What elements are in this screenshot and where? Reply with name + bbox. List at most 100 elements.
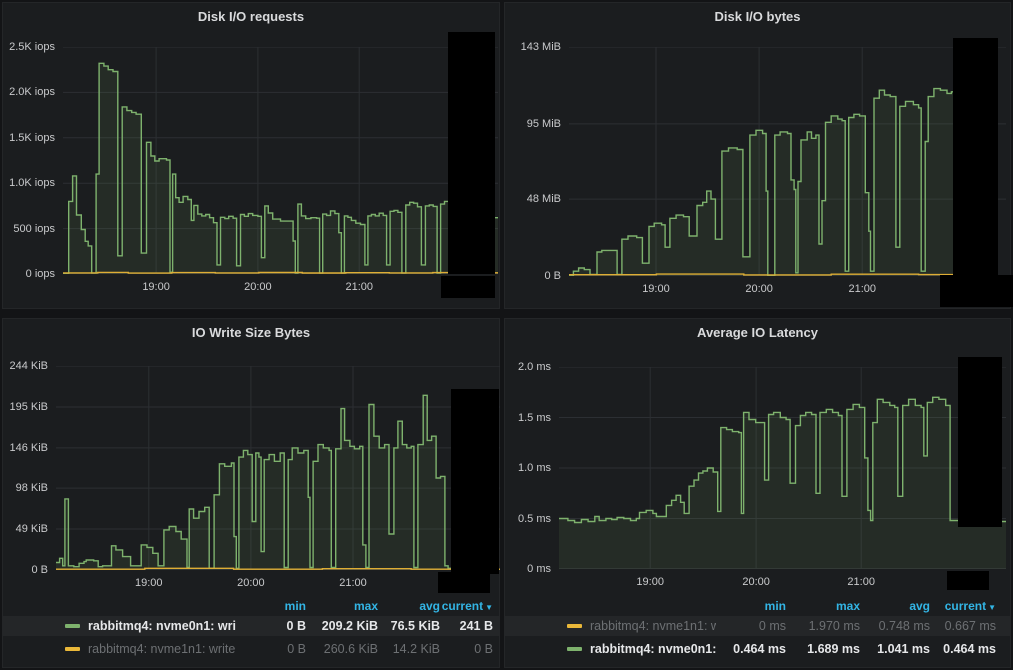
legend-header-min[interactable]: min [764, 598, 786, 613]
y-axis-tick-label: 146 KiB [9, 441, 48, 454]
legend-value-min: 0 B [286, 619, 306, 633]
legend-value-current: 0 B [474, 642, 493, 656]
x-axis-tick-label: 20:00 [745, 283, 773, 295]
panel-disk-io-bytes: Disk I/O bytes 0 B 48 MiB 95 MiB 143 MiB 19:… [504, 2, 1011, 309]
redaction-box [947, 571, 989, 590]
legend-table-io-write-size: min max avg current ▼ rabbitmq4: nvme0n1:… [3, 598, 499, 659]
sort-caret-icon: ▼ [485, 602, 493, 612]
panel-title-disk-io-bytes[interactable]: Disk I/O bytes [714, 9, 801, 24]
y-axis-tick-label: 0.5 ms [517, 512, 551, 525]
chart-canvas [569, 47, 1006, 276]
legend-header-avg[interactable]: avg [419, 598, 440, 613]
legend-series-label[interactable]: rabbitmq4: nvme0n1: write [88, 619, 236, 633]
x-axis-tick-label: 20:00 [244, 281, 272, 293]
legend-series-label[interactable]: rabbitmq4: nvme0n1: write [590, 642, 716, 656]
legend-row: rabbitmq4: nvme0n1: write 0 B 209.2 KiB … [3, 616, 499, 636]
y-axis-tick-label: 244 KiB [9, 360, 48, 372]
panel-title-average-io-latency[interactable]: Average IO Latency [697, 325, 818, 340]
y-axis-tick-label: 0 ms [527, 563, 551, 575]
x-axis-tick-label: 21:00 [848, 283, 876, 295]
plot-area-disk-io-requests[interactable] [63, 47, 498, 274]
x-axis-tick-label: 21:00 [847, 576, 875, 588]
chart-canvas [56, 366, 500, 570]
legend-header-avg[interactable]: avg [909, 598, 930, 613]
x-axis-tick-label: 19:00 [642, 283, 670, 295]
legend-value-max: 1.970 ms [808, 619, 860, 633]
redaction-box [448, 32, 495, 274]
y-axis-tick-label: 1.0 ms [517, 462, 551, 474]
y-axis-tick-label: 500 iops [13, 222, 55, 235]
y-axis-tick-label: 1.5K iops [9, 131, 55, 144]
y-axis-tick-label: 98 KiB [15, 482, 48, 495]
redaction-box [438, 572, 490, 593]
y-axis-tick-label: 2.0K iops [9, 86, 55, 99]
y-axis-tick-label: 143 MiB [520, 41, 561, 53]
legend-value-current: 0.667 ms [944, 619, 996, 633]
legend-value-max: 209.2 KiB [321, 619, 378, 633]
legend-value-current: 241 B [459, 619, 493, 633]
legend-value-max: 260.6 KiB [323, 642, 378, 656]
legend-table-average-io-latency: min max avg current ▼ rabbitmq4: nvme1n1:… [505, 598, 1010, 659]
legend-value-min: 0 B [287, 642, 306, 656]
legend-header-row: min max avg current ▼ [3, 598, 499, 613]
legend-row: rabbitmq4: nvme1n1: write 0 B 260.6 KiB … [3, 639, 499, 659]
legend-value-current: 0.464 ms [943, 642, 996, 656]
legend-header-min[interactable]: min [284, 598, 306, 613]
legend-row: rabbitmq4: nvme0n1: write 0.464 ms 1.689… [505, 639, 1010, 659]
series-swatch-yellow[interactable] [567, 624, 582, 628]
y-axis-tick-label: 1.0K iops [9, 177, 55, 190]
panel-disk-io-requests: Disk I/O requests 0 iops 500 iops 1.0K iop… [2, 2, 500, 309]
legend-value-avg: 1.041 ms [877, 642, 930, 656]
legend-value-min: 0.464 ms [733, 642, 786, 656]
series-swatch-green[interactable] [567, 647, 582, 651]
series-swatch-green[interactable] [65, 624, 80, 628]
x-axis-tick-label: 21:00 [339, 577, 367, 589]
x-axis-tick-label: 19:00 [135, 577, 163, 589]
redaction-box [940, 275, 1013, 307]
plot-area-disk-io-bytes[interactable] [569, 47, 1006, 276]
panel-title-disk-io-requests[interactable]: Disk I/O requests [197, 9, 305, 24]
y-axis-tick-label: 0 B [544, 270, 561, 282]
plot-area-io-write-size-bytes[interactable] [56, 366, 500, 570]
legend-value-max: 1.689 ms [807, 642, 860, 656]
y-axis-tick-label: 48 MiB [526, 193, 561, 206]
panel-title-io-write-size-bytes[interactable]: IO Write Size Bytes [191, 325, 311, 340]
chart-canvas [63, 47, 498, 274]
y-axis-tick-label: 2.0 ms [517, 361, 551, 373]
y-axis-tick-label: 0 B [31, 564, 48, 576]
panel-io-write-size-bytes: IO Write Size Bytes min max avg current ▼… [2, 318, 500, 668]
x-axis-tick-label: 19:00 [142, 281, 170, 293]
legend-value-avg: 14.2 KiB [392, 642, 440, 656]
redaction-box [451, 389, 499, 574]
legend-value-avg: 76.5 KiB [390, 619, 440, 633]
x-axis-tick-label: 20:00 [237, 577, 265, 589]
legend-series-label[interactable]: rabbitmq4: nvme1n1: write [590, 619, 716, 633]
legend-header-max[interactable]: max [353, 598, 378, 613]
redaction-box [958, 357, 1002, 527]
x-axis-tick-label: 20:00 [742, 576, 770, 588]
panel-average-io-latency: Average IO Latency min max avg current ▼ … [504, 318, 1011, 668]
plot-area-average-io-latency[interactable] [559, 367, 1006, 569]
chart-canvas [559, 367, 1006, 569]
legend-value-min: 0 ms [758, 619, 786, 633]
series-swatch-yellow[interactable] [65, 647, 80, 651]
x-axis-tick-label: 21:00 [345, 281, 373, 293]
legend-header-current[interactable]: current ▼ [441, 598, 493, 613]
legend-value-avg: 0.748 ms [878, 619, 930, 633]
legend-header-row: min max avg current ▼ [505, 598, 1010, 613]
y-axis-tick-label: 2.5K iops [9, 41, 55, 53]
legend-series-label[interactable]: rabbitmq4: nvme1n1: write [88, 642, 236, 656]
x-axis-tick-label: 19:00 [636, 576, 664, 588]
legend-row: rabbitmq4: nvme1n1: write 0 ms 1.970 ms … [505, 616, 1010, 636]
redaction-box [441, 276, 495, 298]
y-axis-tick-label: 1.5 ms [517, 411, 551, 424]
y-axis-tick-label: 0 iops [25, 268, 55, 280]
y-axis-tick-label: 95 MiB [526, 117, 561, 130]
sort-caret-icon: ▼ [988, 602, 996, 612]
y-axis-tick-label: 49 KiB [15, 523, 48, 536]
legend-header-current[interactable]: current ▼ [944, 598, 996, 613]
redaction-box [953, 38, 998, 279]
y-axis-tick-label: 195 KiB [9, 400, 48, 413]
legend-header-max[interactable]: max [835, 598, 860, 613]
